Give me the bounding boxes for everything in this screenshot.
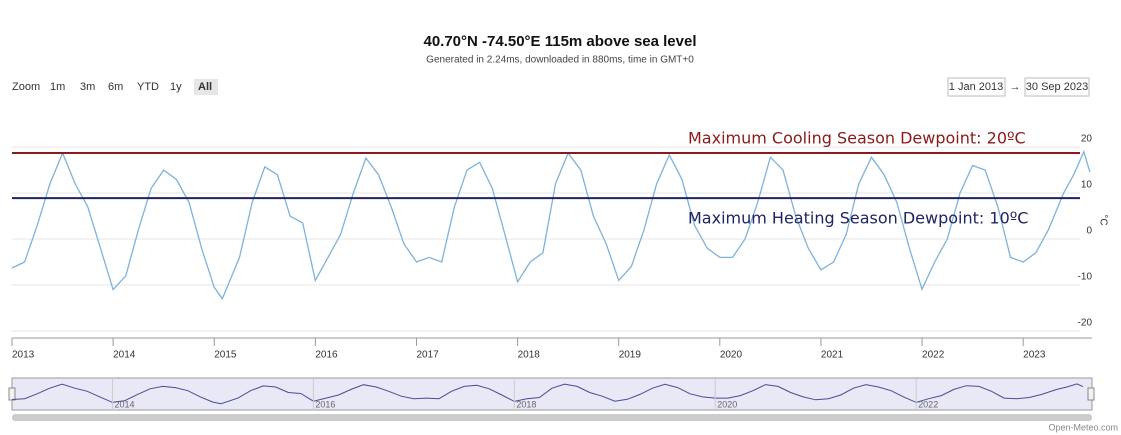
navigator-line — [11, 383, 1084, 405]
navigator-mask[interactable] — [11, 377, 1093, 411]
range-button-bg[interactable] — [194, 79, 218, 95]
navigator-handle[interactable] — [1087, 387, 1095, 401]
range-to-box[interactable] — [1024, 77, 1090, 97]
x-tick-label: 2020 — [720, 350, 743, 361]
range-from[interactable]: 1 Jan 2013 — [949, 81, 1003, 93]
scrollbar[interactable] — [12, 414, 1092, 421]
range-button[interactable]: All — [198, 81, 212, 93]
y-tick-label: 20 — [1081, 134, 1093, 145]
navigator-handle[interactable] — [8, 387, 16, 401]
annotation: Maximum Cooling Season Dewpoint: 20ºC — [688, 129, 1026, 148]
range-button[interactable]: YTD — [137, 81, 159, 93]
range-button[interactable]: 1y — [170, 81, 182, 93]
credit: Open-Meteo.com — [1048, 422, 1118, 432]
x-tick-label: 2017 — [416, 350, 439, 361]
y-tick-label: -10 — [1078, 272, 1093, 283]
chart-title: 40.70°N -74.50°E 115m above sea level — [423, 33, 696, 50]
y-tick-label: 0 — [1086, 226, 1092, 237]
range-to[interactable]: 30 Sep 2023 — [1026, 81, 1088, 93]
range-arrow: → — [1010, 81, 1021, 93]
navigator-tick-label: 2016 — [315, 399, 335, 409]
navigator-tick-label: 2022 — [918, 399, 938, 409]
x-tick-label: 2013 — [12, 350, 35, 361]
series-line — [11, 149, 1091, 301]
range-button[interactable]: 6m — [108, 81, 123, 93]
x-tick-label: 2023 — [1023, 350, 1046, 361]
range-button[interactable]: 3m — [80, 81, 95, 93]
x-tick-label: 2022 — [922, 350, 945, 361]
range-from-box[interactable] — [947, 77, 1006, 97]
navigator-tick-label: 2018 — [516, 399, 536, 409]
annotation: Maximum Heating Season Dewpoint: 10ºC — [688, 209, 1028, 228]
y-tick-label: 10 — [1081, 180, 1093, 191]
x-tick-label: 2021 — [821, 350, 844, 361]
x-tick-label: 2018 — [518, 350, 541, 361]
x-tick-label: 2016 — [315, 350, 338, 361]
x-tick-label: 2015 — [214, 350, 237, 361]
x-tick-label: 2014 — [113, 350, 136, 361]
navigator-tick-label: 2014 — [114, 399, 134, 409]
navigator-tick-label: 2020 — [717, 399, 737, 409]
zoom-label: Zoom — [12, 81, 40, 93]
chart-subtitle: Generated in 2.24ms, downloaded in 880ms… — [426, 55, 694, 66]
y-axis-label: °C — [1097, 214, 1108, 225]
y-tick-label: -20 — [1078, 318, 1093, 329]
x-tick-label: 2019 — [619, 350, 642, 361]
range-button[interactable]: 1m — [50, 81, 65, 93]
